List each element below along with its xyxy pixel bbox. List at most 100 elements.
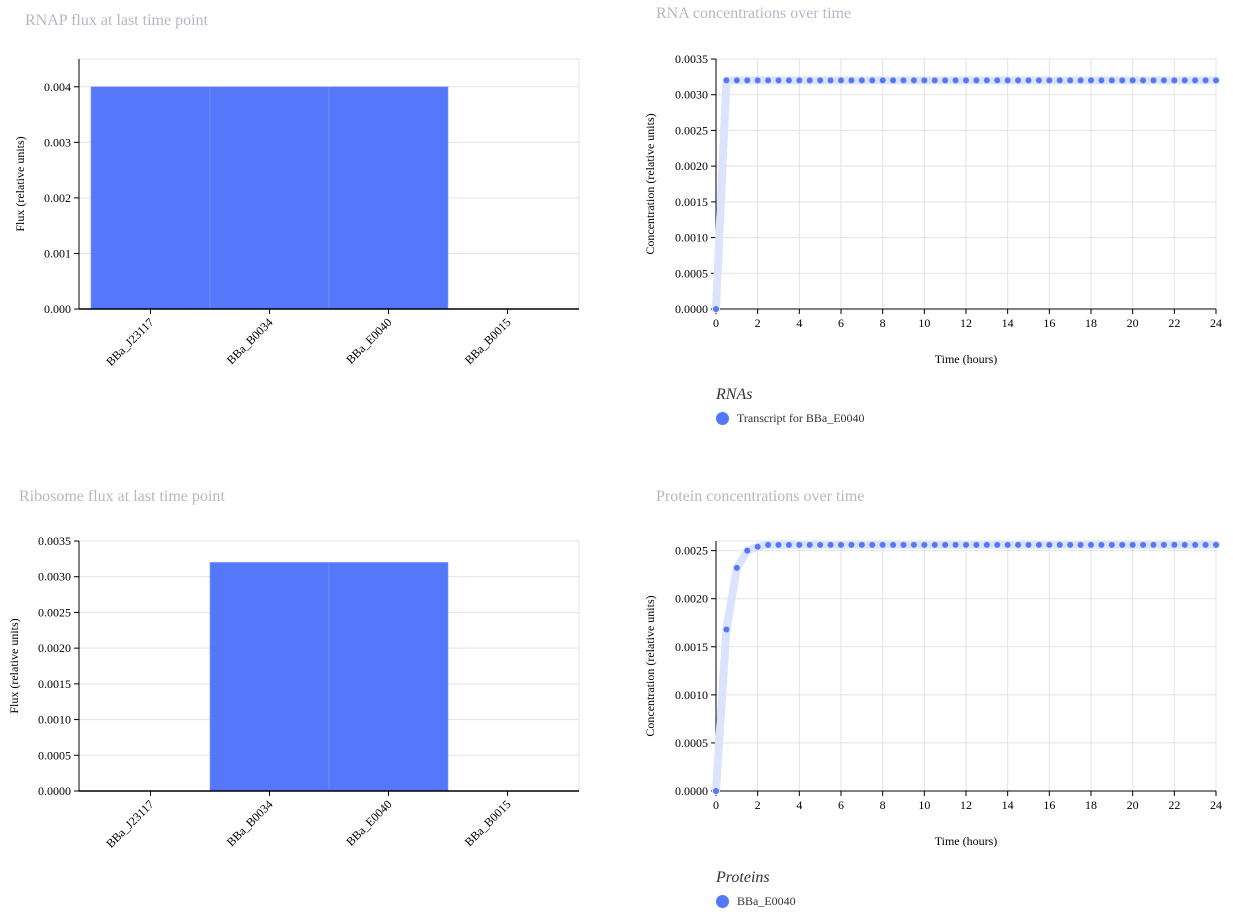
x-tick-label: BBa_E0040 (343, 315, 394, 366)
y-tick-label: 0.001 (44, 246, 71, 260)
x-tick-label: 12 (960, 316, 972, 330)
y-tick-label: 0.0025 (675, 544, 708, 558)
data-point (1088, 541, 1094, 548)
data-point (1046, 77, 1053, 84)
x-tick-label: 18 (1085, 316, 1097, 330)
data-point (723, 626, 730, 633)
data-point (973, 77, 980, 84)
x-tick-label: BBa_B0015 (462, 315, 514, 367)
data-point (879, 77, 886, 84)
data-point (1140, 541, 1147, 548)
data-point (775, 541, 782, 548)
y-tick-label: 0.0035 (38, 534, 71, 548)
y-tick-label: 0.0025 (675, 123, 708, 137)
y-tick-label: 0.003 (44, 135, 71, 149)
data-point (1192, 541, 1199, 548)
data-point (1004, 77, 1011, 84)
data-point (733, 564, 740, 571)
data-point (1035, 77, 1042, 84)
rnap-chart-title: RNAP flux at last time point (25, 12, 208, 29)
data-point (1192, 77, 1199, 84)
data-point (973, 541, 980, 548)
data-point (1150, 541, 1157, 548)
rna-legend-item[interactable]: Transcript for BBa_E0040 (716, 411, 865, 426)
data-point (1015, 77, 1022, 84)
data-point (983, 541, 990, 548)
x-tick-label: BBa_J23117 (103, 315, 156, 368)
data-point (827, 77, 834, 84)
data-point (1067, 541, 1074, 548)
x-tick-label: 8 (880, 316, 886, 330)
x-tick-label: BBa_B0015 (462, 797, 514, 849)
data-point (983, 77, 990, 84)
y-tick-label: 0.0000 (38, 784, 71, 798)
data-point (1171, 541, 1178, 548)
x-tick-label: 0 (713, 798, 719, 812)
data-point (765, 541, 772, 548)
x-tick-label: BBa_J23117 (103, 797, 156, 850)
data-point (817, 541, 824, 548)
x-tick-label: 10 (918, 798, 930, 812)
ribosome-flux-chart: 0.0000 0.0005 0.0010 0.0015 0.0020 0.0025 0.00… (7, 534, 580, 851)
y-axis-label: Flux (relative units) (7, 618, 21, 713)
protein-legend-label: BBa_E0040 (737, 894, 796, 908)
bar (209, 86, 330, 310)
data-point (869, 541, 876, 548)
data-point (1077, 541, 1084, 548)
data-point (785, 77, 792, 84)
data-point (848, 77, 855, 84)
bar (328, 562, 449, 792)
x-tick-label: 8 (880, 798, 886, 812)
y-tick-label: 0.000 (44, 302, 71, 316)
x-tick-label: 18 (1085, 798, 1097, 812)
data-point (1202, 77, 1209, 84)
data-point (869, 77, 876, 84)
data-point (1108, 77, 1115, 84)
rnap-flux-chart: 0.000 0.001 0.002 0.003 0.004 BBa_J23117 BBa_B… (13, 58, 580, 369)
data-point (1140, 77, 1147, 84)
data-point (890, 77, 897, 84)
y-tick-label: 0.0020 (38, 641, 71, 655)
x-axis-label: Time (hours) (935, 834, 998, 848)
data-point (1035, 541, 1042, 548)
data-point (1129, 541, 1136, 548)
x-tick-label: 0 (713, 316, 719, 330)
y-tick-label: 0.0020 (675, 592, 708, 606)
y-tick-label: 0.004 (44, 80, 71, 94)
data-point (1181, 541, 1188, 548)
x-tick-label: 22 (1168, 798, 1180, 812)
x-tick-label: 24 (1210, 798, 1222, 812)
data-point (796, 541, 803, 548)
rna-concentration-chart: 0 2 4 6 8 10 12 14 16 18 20 22 240.00000.00050.00100… (643, 52, 1222, 366)
x-tick-label: 2 (755, 798, 761, 812)
data-point (733, 77, 740, 84)
x-tick-label: BBa_B0034 (224, 797, 276, 849)
y-tick-label: 0.0005 (675, 266, 708, 280)
data-point (1056, 541, 1063, 548)
data-point (900, 541, 907, 548)
data-point (1150, 77, 1157, 84)
data-point (963, 541, 969, 548)
data-point (942, 77, 949, 84)
data-point (1077, 77, 1084, 84)
data-point (900, 77, 907, 84)
data-point (1067, 77, 1074, 84)
x-tick-label: 16 (1043, 798, 1055, 812)
data-point (1202, 541, 1209, 548)
data-point (1119, 541, 1126, 548)
rna-legend-title: RNAs (716, 386, 753, 403)
data-point (1213, 541, 1219, 548)
protein-legend-item[interactable]: BBa_E0040 (716, 894, 796, 909)
data-point (754, 543, 761, 550)
data-point (713, 788, 719, 794)
data-point (952, 541, 959, 548)
x-tick-label: BBa_E0040 (343, 797, 394, 848)
x-tick-label: 10 (918, 316, 930, 330)
data-point (817, 77, 824, 84)
data-point (1171, 77, 1178, 84)
data-point (775, 77, 782, 84)
protein-legend-title: Proteins (716, 869, 770, 886)
data-point (713, 306, 719, 312)
y-axis-label: Concentration (relative units) (643, 595, 657, 736)
protein-concentration-chart: 0 2 4 6 8 10 12 14 16 18 20 22 240.00000.00050.00100… (643, 540, 1222, 848)
